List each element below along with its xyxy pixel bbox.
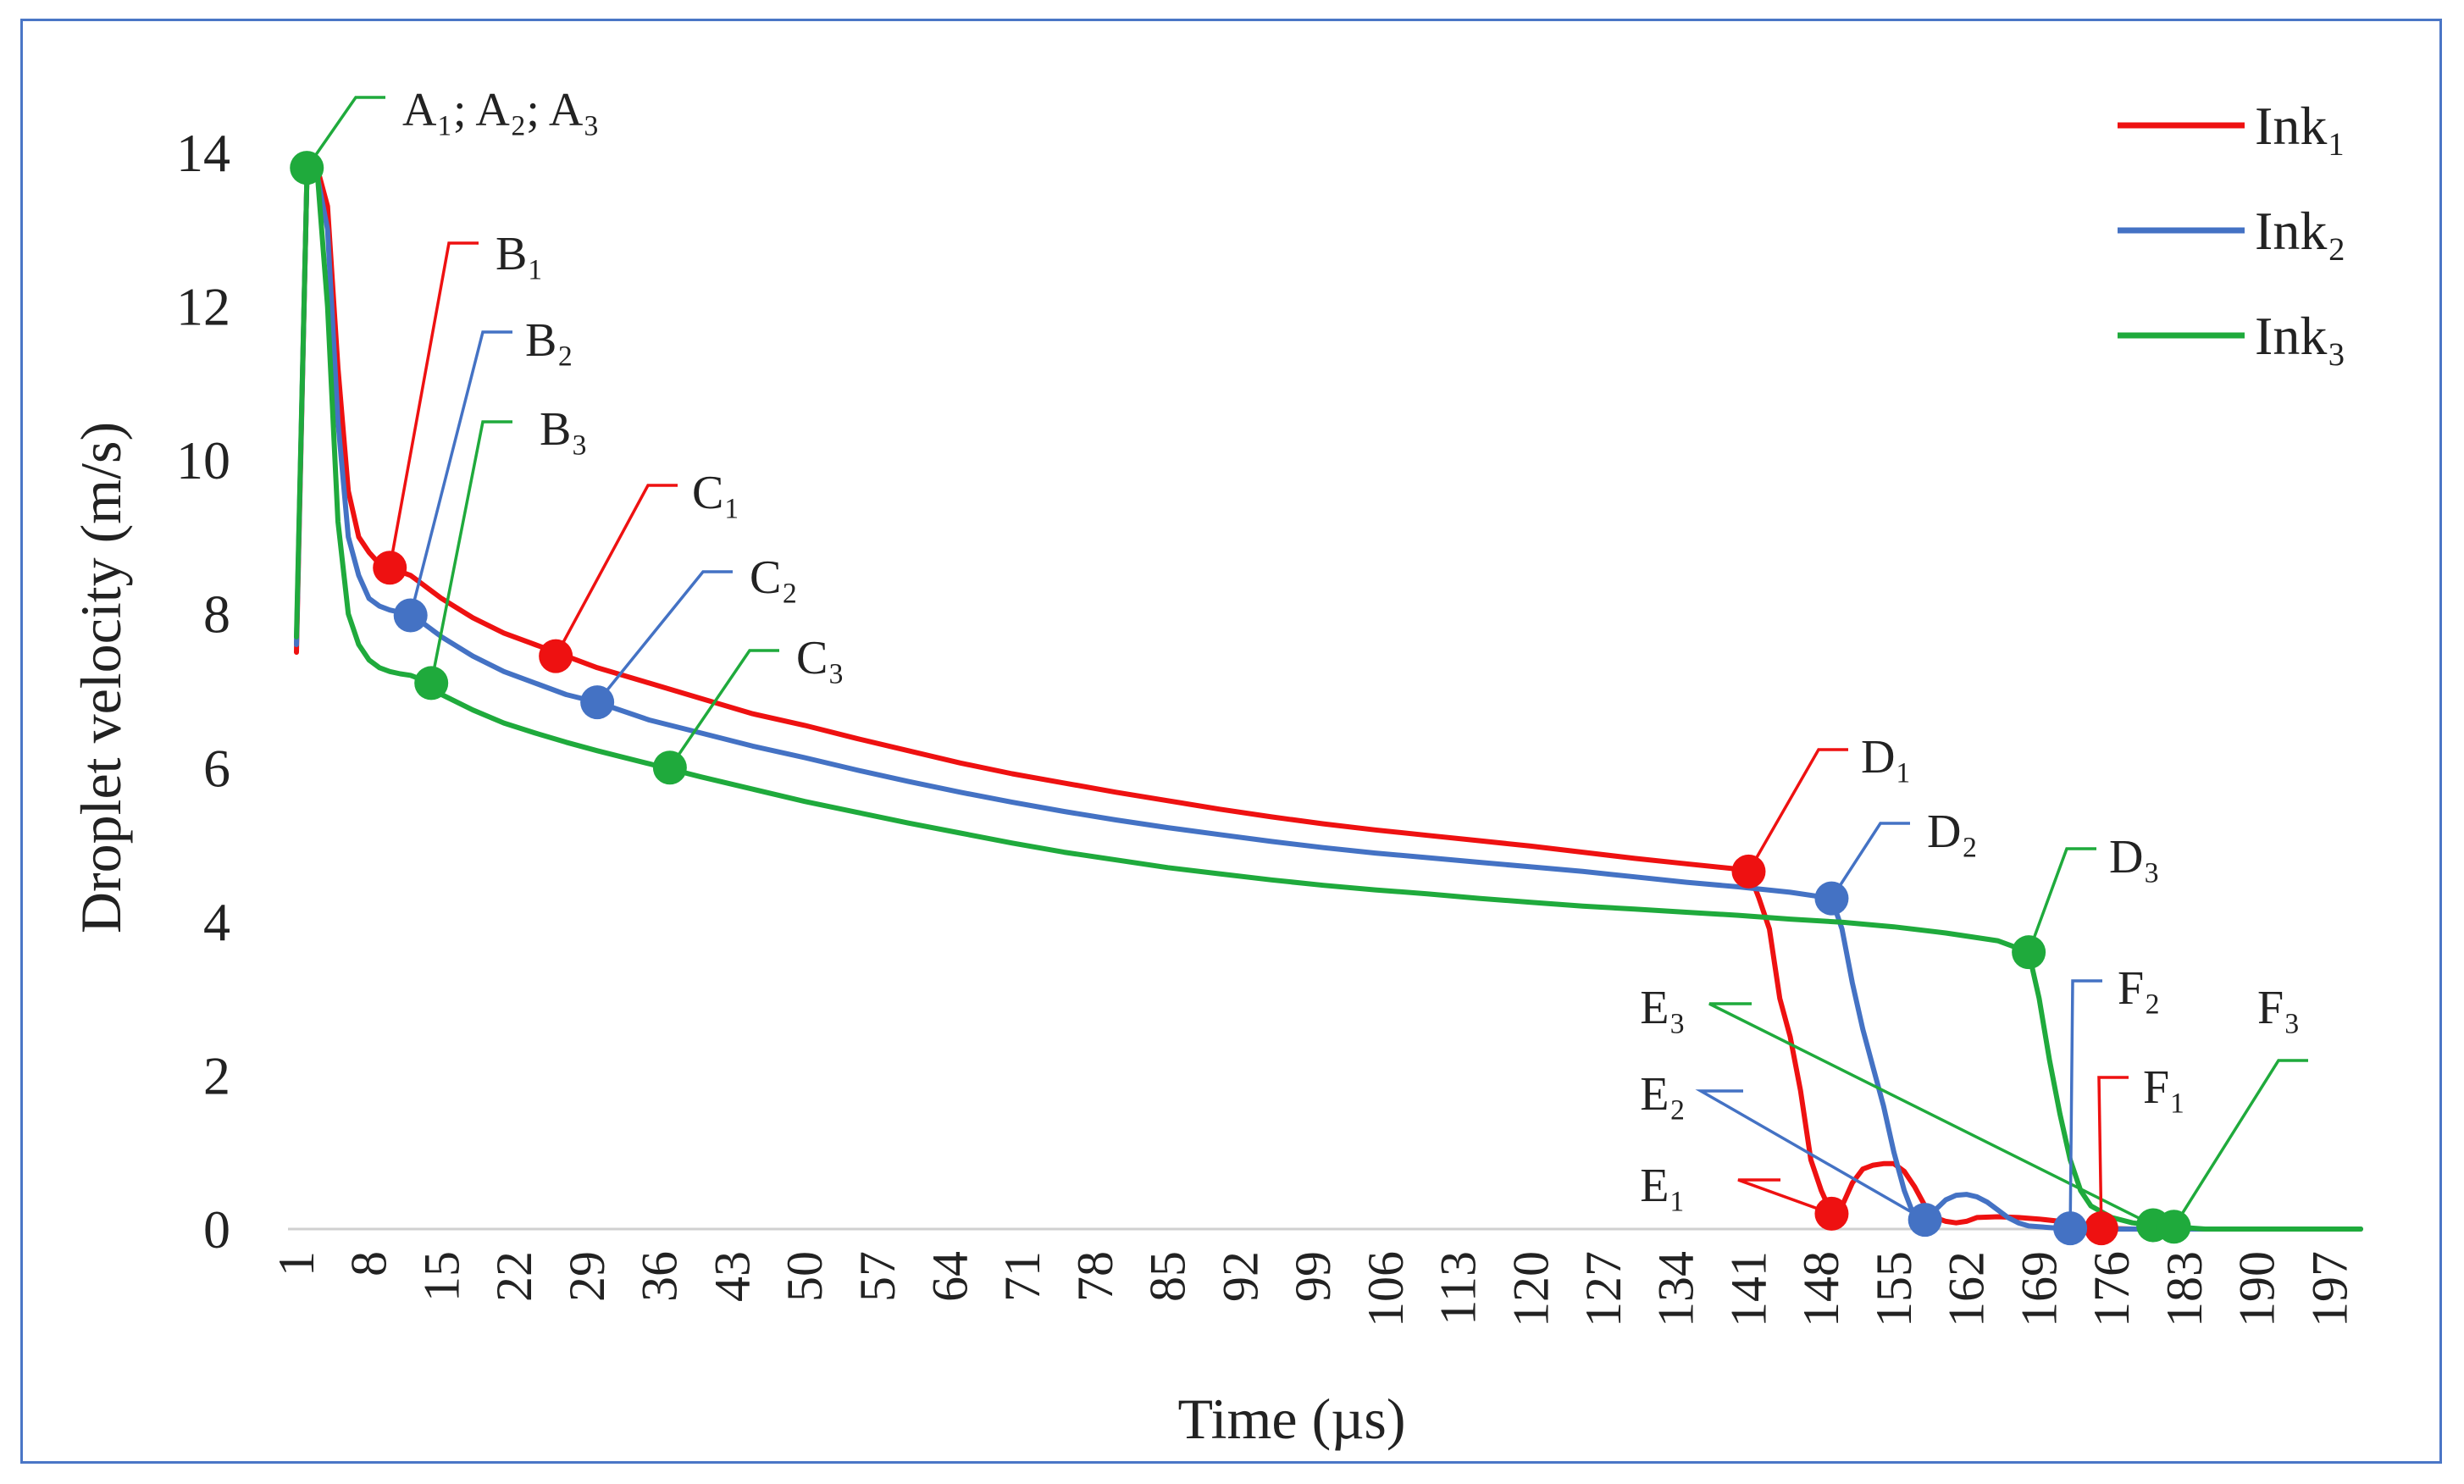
series-line-1 — [294, 165, 2363, 1232]
x-tick-label: 162 — [1939, 1251, 1995, 1327]
x-tick-label: 57 — [850, 1251, 905, 1302]
annotation-marker — [539, 639, 573, 673]
x-tick-label: 36 — [632, 1251, 688, 1302]
annotation-leader — [1747, 748, 1848, 872]
annotation-leader — [2097, 1076, 2129, 1229]
x-tick-label: 71 — [994, 1251, 1050, 1302]
y-axis-title: Droplet velocity (m/s) — [69, 422, 133, 933]
annotation-label: C₃ — [796, 632, 844, 684]
x-axis-title: Time (µs) — [1177, 1387, 1405, 1451]
x-tick-label: 176 — [2084, 1251, 2140, 1327]
x-tick-label: 64 — [922, 1251, 978, 1302]
annotation-marker — [1814, 1196, 1849, 1231]
x-tick-label: 197 — [2301, 1251, 2357, 1327]
x-tick-label: 99 — [1285, 1251, 1341, 1302]
x-tick-label: 43 — [704, 1251, 760, 1302]
annotation-leader — [305, 96, 385, 169]
annotation-label: C₂ — [750, 551, 798, 604]
annotation-label: E₂ — [1640, 1068, 1686, 1121]
annotation-label: F₁ — [2143, 1061, 2186, 1114]
y-tick-label: 12 — [176, 277, 230, 337]
annotation-label: E₃ — [1640, 982, 1686, 1034]
annotation-marker — [652, 750, 687, 785]
annotation-label: D₁ — [1861, 731, 1912, 784]
legend: Ink₁ Ink₂ Ink₃ — [2118, 96, 2346, 366]
y-tick-label: 14 — [176, 123, 230, 183]
x-tick-label: 22 — [486, 1251, 542, 1302]
x-tick-label: 8 — [341, 1251, 397, 1276]
annotation-marker — [373, 551, 407, 585]
y-tick-label: 8 — [203, 584, 230, 645]
annotation-leader — [388, 241, 479, 568]
x-tick-label: 183 — [2157, 1251, 2212, 1327]
annotation-leader — [554, 484, 678, 657]
y-tick-label: 4 — [203, 892, 230, 952]
x-tick-label: 127 — [1575, 1251, 1631, 1327]
y-tick-label: 2 — [203, 1045, 230, 1105]
annotation-label: B₁ — [496, 228, 544, 280]
x-tick-label: 190 — [2229, 1251, 2285, 1327]
series-line-3 — [294, 169, 2363, 1232]
annotation-marker — [393, 598, 428, 633]
annotation-label: C₁ — [692, 467, 740, 519]
x-tick-label: 1 — [269, 1251, 324, 1276]
y-tick-label: 6 — [203, 738, 230, 798]
annotation-marker — [2012, 935, 2046, 970]
annotation-label: F₂ — [2118, 962, 2161, 1015]
x-tick-label: 113 — [1431, 1251, 1487, 1326]
annotation-marker — [290, 151, 324, 186]
legend-label-1: Ink₁ — [2255, 96, 2346, 156]
x-tick-label: 120 — [1503, 1251, 1559, 1327]
annotation-leader — [1695, 1089, 1926, 1221]
annotation-marker — [1908, 1203, 1942, 1238]
x-tick-label: 92 — [1212, 1251, 1268, 1302]
x-tick-label: 141 — [1720, 1251, 1776, 1327]
x-tick-label: 169 — [2011, 1251, 2067, 1327]
annotation-marker — [2084, 1211, 2118, 1246]
annotation-leader — [2173, 1059, 2308, 1228]
x-tick-label: 78 — [1067, 1251, 1123, 1302]
x-tick-label: 29 — [559, 1251, 615, 1302]
annotation-label: B₃ — [540, 403, 588, 456]
annotation-marker — [1731, 854, 1766, 889]
y-tick-label: 0 — [203, 1199, 230, 1260]
annotation-leader — [2027, 847, 2096, 953]
annotation-label: D₃ — [2109, 831, 2160, 883]
annotation-label: F₃ — [2257, 982, 2301, 1034]
x-tick-label: 106 — [1358, 1251, 1414, 1327]
x-tick-label: 134 — [1648, 1251, 1704, 1327]
annotation-label: E₁ — [1640, 1160, 1686, 1212]
annotation-leader — [409, 330, 512, 616]
annotation-leader — [1708, 1002, 2154, 1227]
annotation-marker — [1814, 881, 1849, 916]
annotation-label: A₁; A₂; A₃ — [402, 84, 600, 136]
x-tick-label: 15 — [413, 1251, 469, 1302]
x-tick-label: 50 — [777, 1251, 833, 1302]
annotation-leader — [595, 570, 733, 704]
annotation-label: D₂ — [1927, 806, 1978, 858]
annotation-marker — [2157, 1210, 2191, 1244]
y-tick-label: 10 — [176, 430, 230, 490]
annotation-marker — [414, 666, 449, 700]
annotation-leader — [429, 420, 512, 684]
legend-label-2: Ink₂ — [2255, 201, 2346, 261]
annotation-marker — [580, 685, 615, 720]
annotation-leader — [2068, 979, 2102, 1229]
annotation-label: B₂ — [525, 314, 573, 367]
x-tick-label: 148 — [1793, 1251, 1849, 1327]
x-tick-label: 155 — [1866, 1251, 1922, 1327]
annotation-marker — [2053, 1211, 2088, 1246]
annotation-leader — [1830, 822, 1910, 900]
legend-label-3: Ink₃ — [2255, 306, 2346, 366]
annotation-leader — [1737, 1178, 1833, 1215]
x-tick-label: 85 — [1140, 1251, 1196, 1302]
chart-frame — [20, 19, 2442, 1464]
annotation-leader — [668, 649, 779, 769]
